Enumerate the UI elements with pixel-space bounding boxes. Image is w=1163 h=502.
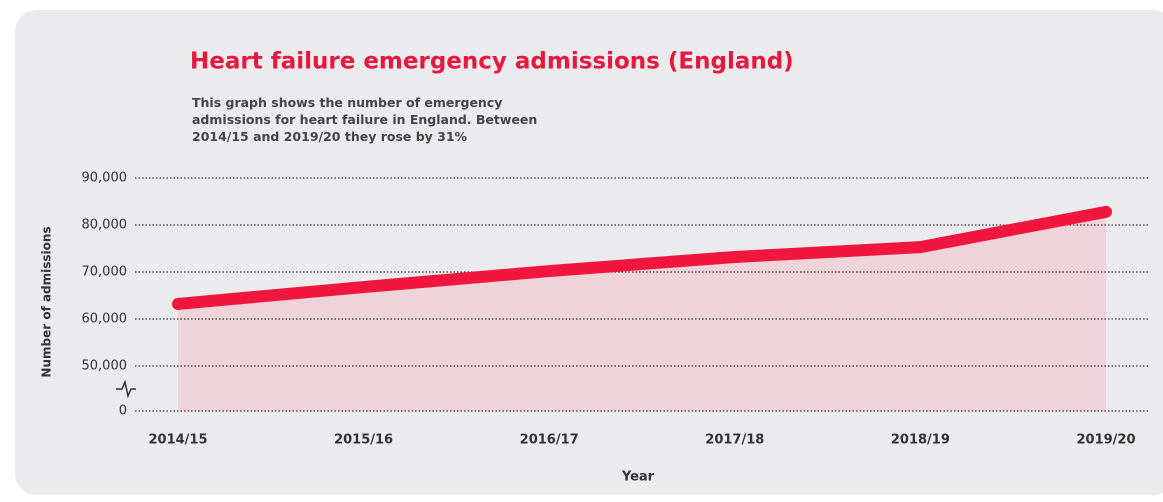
y-tick-label: 0 bbox=[119, 404, 127, 419]
x-tick-label: 2018/19 bbox=[891, 433, 950, 448]
subtitle: This graph shows the number of emergency… bbox=[192, 95, 538, 144]
x-tick-label: 2016/17 bbox=[520, 433, 579, 448]
axis-break-symbol bbox=[116, 379, 136, 399]
chart-title: Heart failure emergency admissions (Engl… bbox=[190, 49, 794, 75]
y-tick-label: 50,000 bbox=[82, 359, 128, 374]
y-tick-label: 80,000 bbox=[82, 218, 128, 233]
y-tick-label: 90,000 bbox=[82, 171, 128, 186]
x-tick-label: 2015/16 bbox=[334, 433, 393, 448]
y-tick-label: 70,000 bbox=[82, 265, 128, 280]
line bbox=[172, 205, 1112, 310]
x-tick-label: 2014/15 bbox=[148, 433, 207, 448]
y-tick-label: 60,000 bbox=[82, 312, 128, 327]
area bbox=[178, 211, 1106, 411]
x-tick-label: 2017/18 bbox=[705, 433, 764, 448]
x-tick-label: 2019/20 bbox=[1076, 433, 1135, 448]
y-axis-label: Number of admissions bbox=[40, 226, 54, 377]
x-axis-label: Year bbox=[621, 470, 655, 485]
